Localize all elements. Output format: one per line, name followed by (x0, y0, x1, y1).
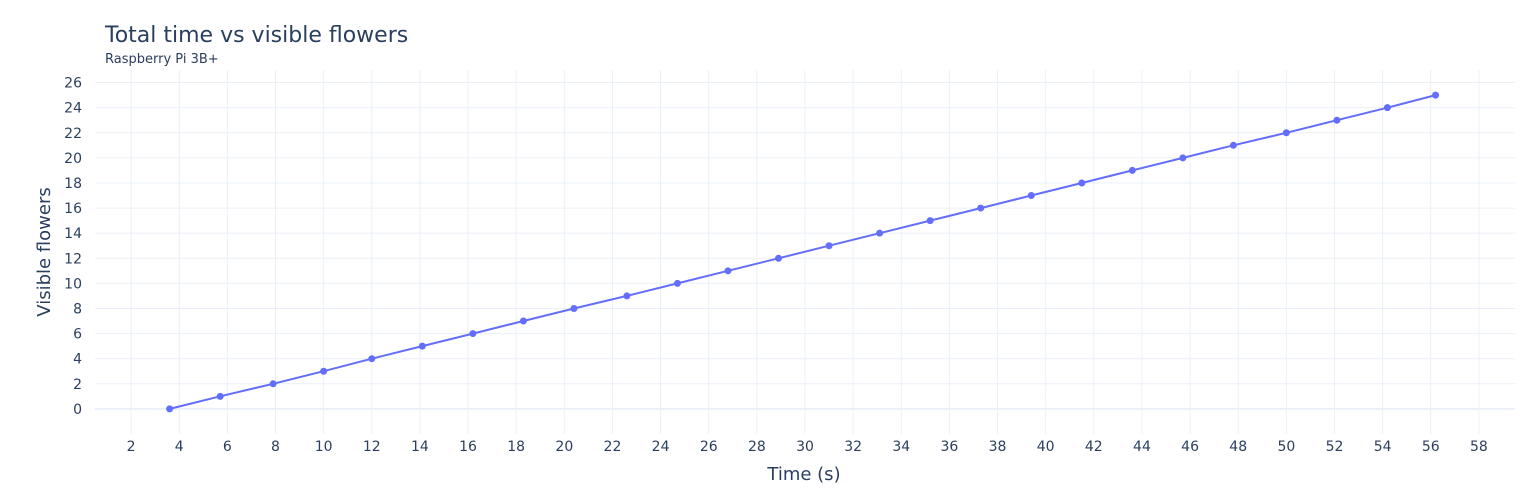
y-tick-label: 14 (64, 226, 82, 242)
x-tick-label: 2 (127, 439, 136, 455)
y-tick-label: 22 (64, 126, 82, 142)
data-point[interactable] (724, 267, 732, 275)
x-tick-label: 48 (1229, 439, 1247, 455)
x-tick-label: 26 (700, 439, 718, 455)
y-tick-label: 16 (64, 201, 82, 217)
x-tick-label: 22 (604, 439, 622, 455)
x-tick-label: 18 (507, 439, 525, 455)
y-tick-label: 4 (73, 352, 82, 368)
data-point[interactable] (876, 229, 884, 237)
x-tick-label: 56 (1422, 439, 1440, 455)
x-tick-label: 34 (892, 439, 910, 455)
x-tick-label: 14 (411, 439, 429, 455)
x-tick-label: 42 (1085, 439, 1103, 455)
data-point[interactable] (1333, 116, 1341, 124)
data-point[interactable] (166, 405, 174, 413)
y-tick-label: 26 (64, 76, 82, 92)
data-point[interactable] (1282, 129, 1290, 137)
data-point[interactable] (977, 204, 985, 212)
x-tick-label: 54 (1374, 439, 1392, 455)
data-point[interactable] (1027, 192, 1035, 200)
data-point[interactable] (320, 367, 328, 375)
x-tick-label: 20 (555, 439, 573, 455)
data-point[interactable] (519, 317, 527, 325)
y-tick-label: 20 (64, 151, 82, 167)
x-tick-label: 40 (1037, 439, 1055, 455)
data-point[interactable] (418, 342, 426, 350)
data-point[interactable] (1179, 154, 1187, 162)
y-tick-label: 18 (64, 176, 82, 192)
y-tick-label: 10 (64, 276, 82, 292)
series-line (169, 94, 1436, 410)
x-tick-label: 4 (175, 439, 184, 455)
data-point[interactable] (775, 254, 783, 262)
y-axis-title: Visible flowers (34, 187, 55, 316)
x-tick-label: 46 (1181, 439, 1199, 455)
y-tick-label: 0 (73, 402, 82, 418)
x-tick-label: 30 (796, 439, 814, 455)
data-point[interactable] (1078, 179, 1086, 187)
y-tick-label: 6 (73, 327, 82, 343)
data-point[interactable] (1128, 166, 1136, 174)
chart-title: Total time vs visible flowers (104, 23, 408, 48)
data-point[interactable] (1383, 104, 1391, 112)
x-tick-label: 6 (223, 439, 232, 455)
x-tick-label: 16 (459, 439, 477, 455)
x-tick-label: 58 (1470, 439, 1488, 455)
y-tick-label: 2 (73, 377, 82, 393)
x-tick-label: 24 (652, 439, 670, 455)
gridlines (95, 70, 1515, 434)
data-point[interactable] (570, 304, 578, 312)
x-axis-title: Time (s) (766, 464, 840, 485)
y-tick-label: 8 (73, 301, 82, 317)
data-point[interactable] (673, 279, 681, 287)
data-point[interactable] (469, 330, 477, 338)
x-tick-label: 44 (1133, 439, 1151, 455)
x-tick-label: 32 (844, 439, 862, 455)
data-point[interactable] (926, 217, 934, 225)
x-tick-label: 50 (1277, 439, 1295, 455)
x-tick-label: 28 (748, 439, 766, 455)
x-axis-ticks: 2 4 6 8 10 12 14 16 18 20 22 24 26 28 30 32 34 36 38 40 42 44… (127, 439, 1488, 455)
y-tick-label: 24 (64, 101, 82, 117)
data-point[interactable] (269, 380, 277, 388)
data-point[interactable] (216, 392, 224, 400)
data-point[interactable] (825, 242, 833, 250)
series-group (166, 91, 1440, 413)
x-tick-label: 38 (989, 439, 1007, 455)
data-point[interactable] (1229, 141, 1237, 149)
x-tick-label: 36 (940, 439, 958, 455)
data-point[interactable] (1432, 91, 1440, 99)
y-tick-label: 12 (64, 251, 82, 267)
x-tick-label: 8 (271, 439, 280, 455)
x-tick-label: 52 (1326, 439, 1344, 455)
x-tick-label: 10 (315, 439, 333, 455)
data-point[interactable] (368, 355, 376, 363)
x-tick-label: 12 (363, 439, 381, 455)
chart-subtitle: Raspberry Pi 3B+ (105, 52, 219, 67)
data-point[interactable] (623, 292, 631, 300)
